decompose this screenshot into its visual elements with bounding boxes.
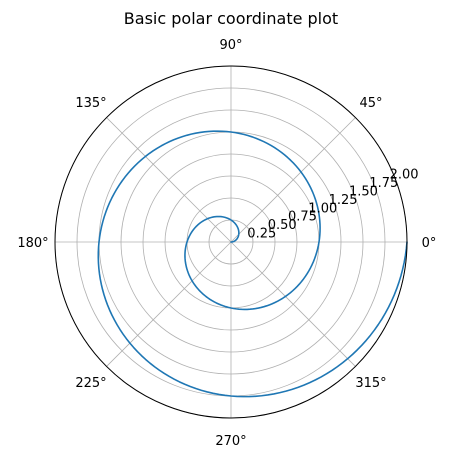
angular-grid-spoke	[106, 117, 232, 243]
theta-tick-label: 270°	[215, 434, 246, 449]
theta-tick-label: 45°	[359, 96, 382, 111]
angular-grid-spoke	[230, 241, 356, 367]
theta-tick-label: 180°	[17, 236, 48, 251]
angular-grid-spoke	[106, 241, 232, 367]
radial-tick-labels: 0.250.500.751.001.251.501.752.00	[247, 168, 418, 242]
radial-tick-label: 1.00	[308, 201, 337, 216]
theta-tick-label: 225°	[75, 376, 106, 391]
polar-frame	[54, 65, 408, 419]
spiral-series-line	[97, 130, 408, 398]
theta-tick-label: 315°	[355, 376, 386, 391]
radial-tick-label: 0.50	[268, 218, 297, 233]
radial-tick-label: 0.75	[288, 210, 317, 225]
theta-tick-labels: 0° 45° 90° 135° 180° 225° 270° 315°	[17, 38, 436, 449]
radial-tick-label: 1.75	[369, 176, 398, 191]
theta-tick-label: 0°	[422, 236, 437, 251]
radial-tick-label: 1.50	[349, 185, 378, 200]
radial-tick-label: 2.00	[390, 168, 419, 183]
theta-tick-label: 135°	[75, 96, 106, 111]
radial-tick-label: 0.25	[247, 227, 276, 242]
chart-title: Basic polar coordinate plot	[124, 9, 338, 28]
radial-tick-label: 1.25	[329, 193, 358, 208]
theta-tick-label: 90°	[219, 38, 242, 53]
angular-grid-spoke	[230, 117, 356, 243]
series-layer	[97, 130, 408, 398]
